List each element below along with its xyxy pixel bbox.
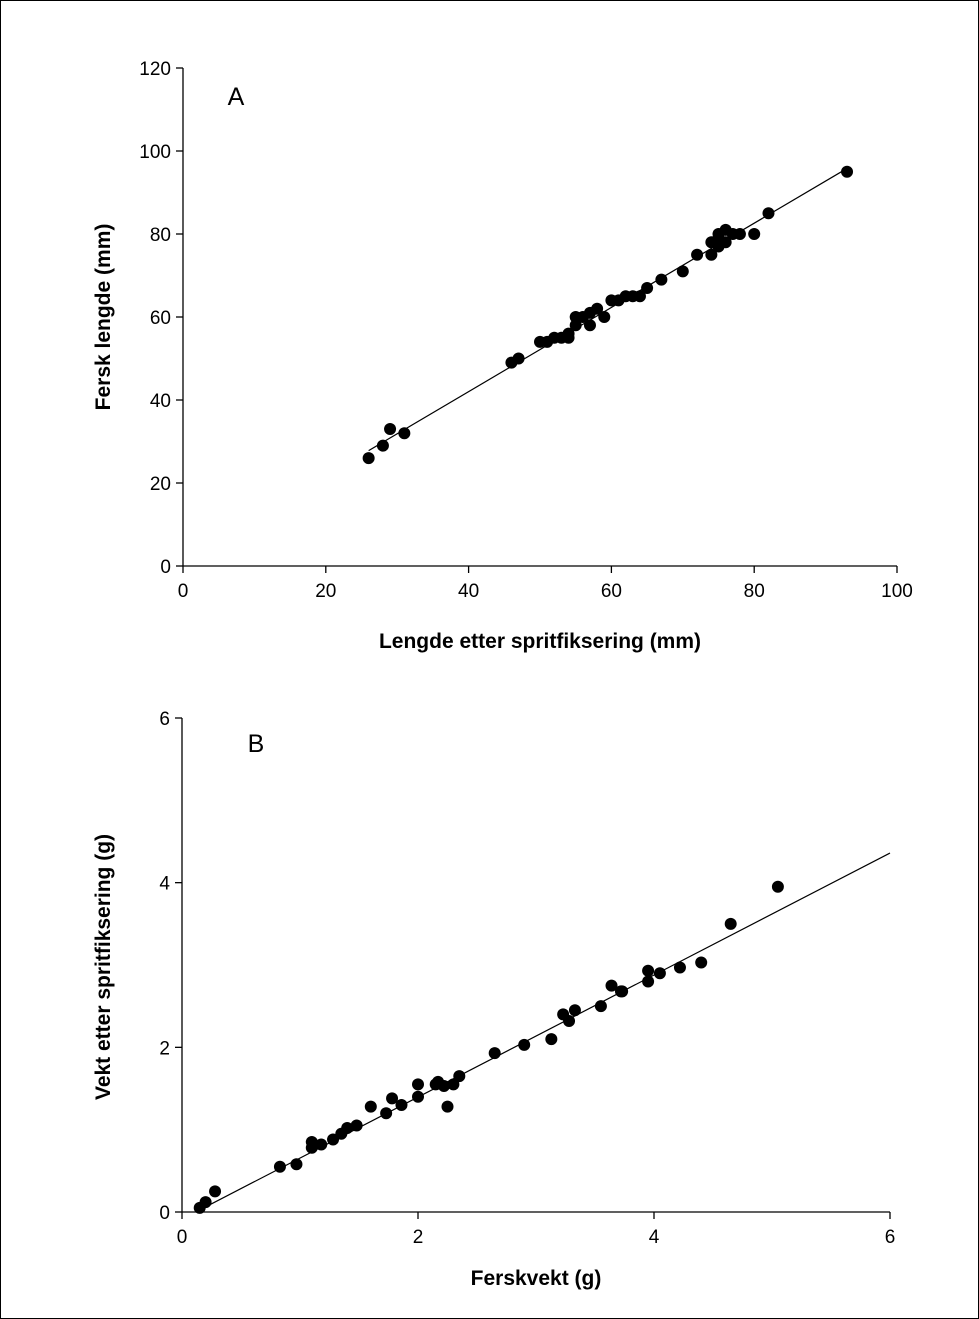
panel-b-group: 0 2 4 6 0 2 4 6 Ferskvekt (g) Vekt etter spritfik… [92,709,895,1290]
panel-b-data-point [724,917,737,930]
panel-a-y-tick-label: 20 [150,474,171,495]
panel-b-y-axis-title: Vekt etter spritfiksering (g) [92,834,115,1100]
panel-b-data-point [695,956,708,969]
panel-b-data-point [364,1100,377,1113]
panel-a-x-tick-label: 20 [315,581,336,602]
panel-a-x-tick-label: 40 [458,581,479,602]
panel-b-data-point [488,1047,501,1060]
panel-a-y-tick-label: 120 [139,59,171,80]
panel-a-y-tick-label: 80 [150,225,171,246]
panel-b-data-point [199,1196,212,1209]
panel-b-data-point [605,979,618,992]
panel-a-data-point [733,228,746,240]
panel-b-x-tick-label: 2 [413,1227,424,1248]
panel-b-y-tick-label: 0 [159,1203,170,1224]
panel-a-data-point [384,423,397,436]
panel-a-data-point [655,273,668,286]
panel-a-data-point [562,327,575,340]
panel-b-data-point [412,1090,424,1103]
panel-a-y-axis-title: Fersk lengde (mm) [92,224,115,411]
panel-a-x-tick-label: 80 [744,581,765,602]
panel-a-y-tick-label: 0 [160,557,171,578]
panel-b-x-tick-label: 6 [885,1227,896,1248]
panel-b-data-point [412,1078,424,1091]
panel-b-data-point [616,985,629,998]
panel-a-data-point [841,165,854,178]
panel-a-data-point [748,228,761,240]
panel-b-data-point [642,975,655,988]
panel-b-data-point [518,1038,531,1051]
panel-b-data-point [209,1185,222,1198]
panel-b-data-point [568,1004,581,1017]
panel-b-x-axis-title: Ferskvekt (g) [471,1267,602,1290]
panel-b-data-point [315,1138,328,1151]
panel-a-data-point [583,319,596,332]
panel-a-y-tick-label: 40 [150,391,171,412]
panel-b-data-point [380,1107,393,1120]
panel-a-x-axis-title: Lengde etter spritfiksering (mm) [379,630,701,653]
panel-a-group: 0 20 40 60 80 100 0 20 40 60 80 100 120 Lengde etter … [92,59,913,653]
panel-a-data-point [398,427,411,440]
panel-b-data-point [273,1160,286,1173]
panel-a-data-point [569,319,582,332]
panel-b-data-point [441,1100,454,1113]
panel-a-data-point [641,281,654,294]
panel-b-data-point [437,1080,450,1093]
panel-b-x-tick-label: 0 [177,1227,188,1248]
panel-b-data-point [594,1000,607,1013]
panel-a-data-point [512,352,525,365]
panel-b-data-point [563,1014,576,1027]
panel-b-data-point [453,1070,466,1083]
panel-a-data-point [719,236,732,249]
panel-a-data-point [591,302,604,315]
panel-b-data-point [290,1158,303,1171]
panel-a-x-tick-label: 0 [178,581,189,602]
panel-a-x-tick-label: 60 [601,581,622,602]
panel-b-label: B [248,730,265,758]
panel-a-y-tick-label: 100 [139,142,171,163]
panel-b-y-tick-label: 6 [159,709,170,730]
panel-b-y-tick-label: 2 [159,1038,170,1059]
panel-a-data-point [376,439,389,452]
panel-b-data-point [386,1092,399,1105]
panel-b-data-point [395,1098,408,1111]
panel-a-data-point [691,248,704,261]
panel-a-data-point [362,452,375,465]
panel-a-x-tick-label: 100 [881,581,913,602]
panel-a-data-point [705,248,718,261]
panel-b-data-point [350,1119,363,1132]
panel-b-y-tick-label: 4 [159,874,170,895]
panel-b-data-point [673,961,686,974]
panel-a-data-point [633,290,646,303]
panel-a-data-point [676,265,689,278]
panel-a-data-point [762,207,775,220]
panel-b-data-point [642,964,655,977]
panel-b-x-tick-label: 4 [649,1227,660,1248]
panel-a-data-point [598,311,611,323]
panel-b-data-point [653,967,666,980]
panel-b-data-point [341,1122,354,1135]
panel-a-fit-line [368,167,848,452]
panel-a-label: A [228,83,245,111]
panel-b-data-point [545,1033,558,1046]
panel-b-fit-line [197,852,891,1212]
panel-a-y-tick-label: 60 [150,308,171,329]
panel-b-data-point [771,880,784,893]
panel-b-data-point [305,1136,318,1149]
